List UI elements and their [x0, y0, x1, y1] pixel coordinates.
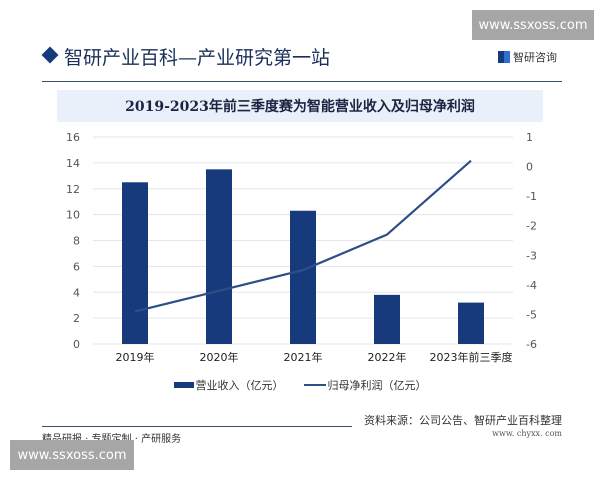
y-left-tick: 16: [66, 131, 80, 144]
y-right-tick: -2: [526, 220, 537, 233]
x-tick: 2021年: [284, 350, 323, 364]
legend-line-swatch: [303, 384, 326, 386]
y-left-tick: 14: [66, 157, 80, 170]
y-right-tick: -1: [526, 190, 537, 203]
x-tick: 2023年前三季度: [430, 350, 513, 364]
header-divider: [42, 81, 562, 82]
y-left-tick: 12: [66, 183, 80, 196]
y-left-tick: 6: [73, 260, 80, 273]
legend-bar-swatch: [173, 382, 194, 388]
brand-icon: [498, 51, 510, 63]
y-left-tick: 10: [66, 209, 80, 222]
bar: [458, 302, 484, 344]
y-right-tick: -5: [526, 308, 537, 321]
y-left-tick: 0: [73, 338, 80, 351]
footer-divider: [42, 426, 352, 427]
brand-logo: 智研咨询: [498, 49, 557, 65]
y-right-tick: -4: [526, 279, 537, 292]
bar: [206, 169, 232, 344]
legend: 营业收入（亿元） 归母净利润（亿元）: [0, 377, 600, 393]
chart-title: 2019-2023年前三季度赛为智能营业收入及归母净利润: [57, 90, 543, 122]
bar: [122, 182, 148, 344]
legend-label: 营业收入（亿元）: [195, 379, 284, 392]
y-right-tick: 0: [526, 161, 533, 174]
watermark-bottom: www.ssxoss.com: [10, 440, 134, 470]
legend-item-revenue: 营业收入（亿元）: [173, 377, 284, 393]
y-left-tick: 4: [73, 286, 80, 299]
bar: [290, 210, 316, 344]
x-tick: 2019年: [116, 350, 155, 364]
legend-item-profit: 归母净利润（亿元）: [303, 377, 427, 393]
source-note: 资料来源：公司公告、智研产业百科整理: [364, 414, 562, 427]
bar: [374, 294, 400, 344]
y-right-tick: -3: [526, 249, 537, 262]
footer-slogan: 精品研报 · 专题定制 · 产研服务: [42, 434, 182, 445]
x-tick: 2022年: [368, 350, 407, 364]
watermark-top: www.ssxoss.com: [472, 10, 594, 40]
y-left-tick: 2: [73, 312, 80, 325]
brand-name: 智研咨询: [513, 51, 557, 64]
y-left-tick: 8: [73, 235, 80, 248]
site-url: www. chyxx. com: [492, 429, 562, 438]
x-tick: 2020年: [200, 350, 239, 364]
legend-label: 归母净利润（亿元）: [327, 379, 427, 392]
header-title: 智研产业百科—产业研究第一站: [64, 47, 331, 69]
y-right-tick: -6: [526, 338, 537, 351]
y-right-tick: 1: [526, 131, 533, 144]
